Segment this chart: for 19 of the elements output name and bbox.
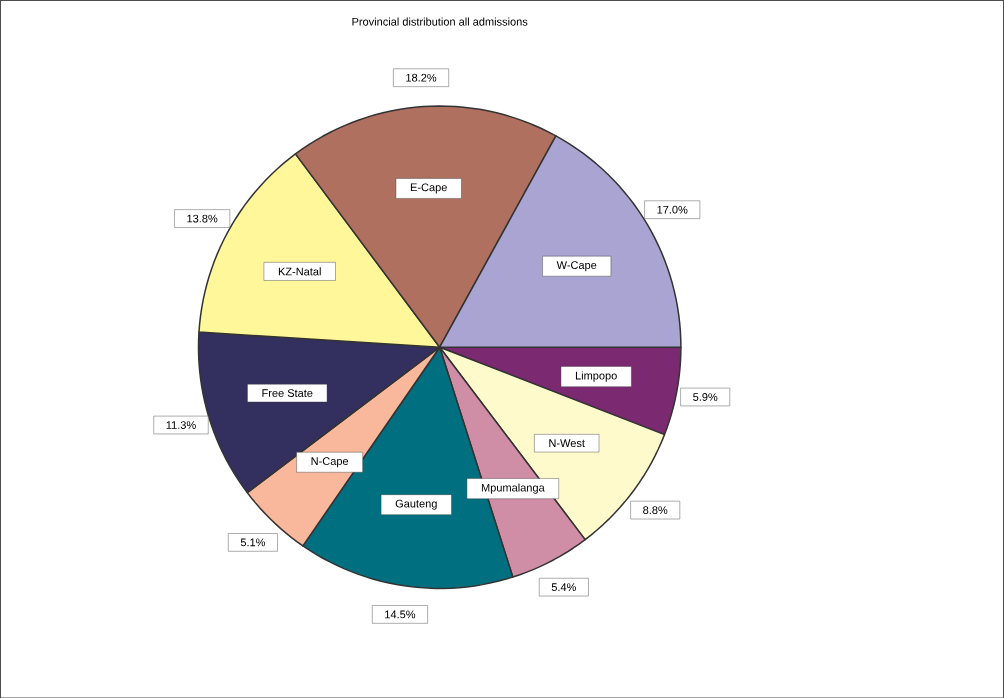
- chart-title: Provincial distribution all admissions: [352, 17, 528, 26]
- data-label: 14.5%: [385, 610, 416, 619]
- slice-label: KZ-Natal: [278, 267, 321, 276]
- slice-label: W-Cape: [556, 260, 597, 271]
- data-label: 5.9%: [693, 392, 718, 401]
- data-label: 17.0%: [657, 205, 688, 214]
- slice-label: E-Cape: [410, 183, 447, 194]
- data-label: 13.8%: [187, 214, 218, 223]
- slice-label: Mpumalanga: [481, 483, 545, 494]
- slice-label: N-Cape: [311, 457, 349, 467]
- data-label: 5.4%: [551, 583, 576, 591]
- data-label: 5.1%: [240, 538, 266, 547]
- data-label: 11.3%: [166, 420, 196, 429]
- slice-label: N-West: [549, 439, 585, 447]
- slice-label: Gauteng: [395, 499, 437, 510]
- slice-label: Limpopo: [575, 371, 617, 382]
- slice-label: Free State: [262, 388, 313, 397]
- data-label: 18.2%: [406, 73, 437, 82]
- data-label: 8.8%: [643, 505, 668, 514]
